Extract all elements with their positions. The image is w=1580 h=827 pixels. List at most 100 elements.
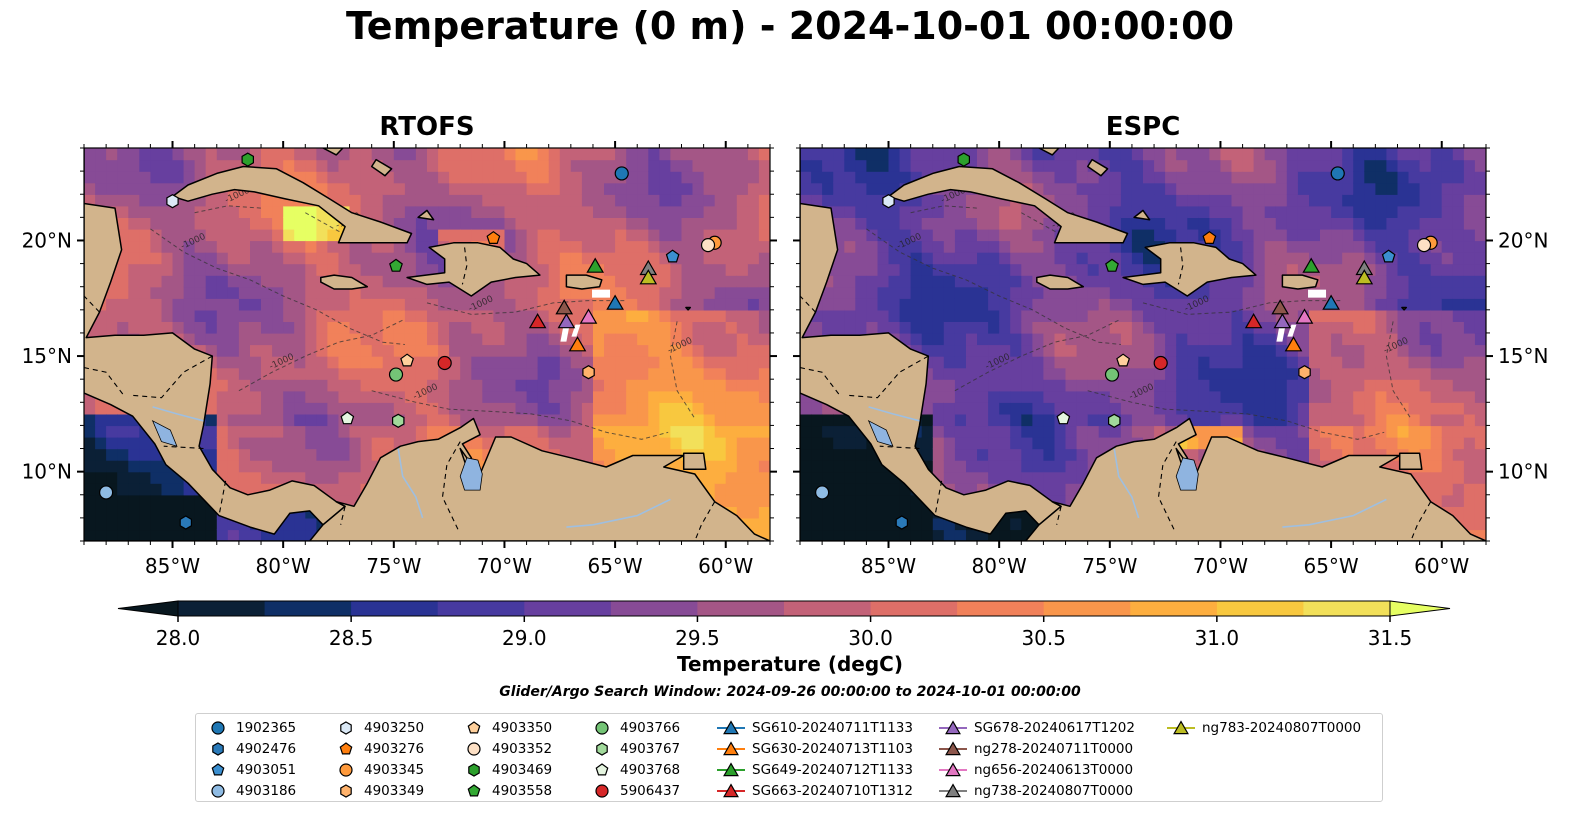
legend-label: ng278-20240711T0000	[974, 740, 1134, 757]
marker-4903767	[392, 413, 405, 428]
marker-4903349	[1298, 365, 1311, 380]
legend-marker-SG610-20240711T1133	[723, 719, 739, 734]
isobath-line	[1142, 300, 1343, 315]
marker-4903349	[582, 365, 595, 380]
x-tick-label: 65°W	[587, 554, 642, 578]
country-border	[1157, 441, 1177, 530]
marker-4902476	[895, 515, 909, 530]
marker-4903186	[99, 485, 114, 500]
land-bahamas3	[1133, 209, 1151, 221]
search-window-text: Glider/Argo Search Window: 2024-09-26 00…	[499, 684, 1081, 700]
marker-4903766	[388, 367, 404, 382]
marker-4903276	[486, 230, 501, 244]
colorbar-tick-label: 29.5	[675, 626, 720, 650]
legend-label: 4903469	[492, 761, 553, 778]
legend-label: SG678-20240617T1202	[974, 719, 1135, 736]
marker-4903766	[1104, 367, 1120, 382]
marker-4903558	[1105, 258, 1119, 272]
isobath-line	[910, 205, 978, 214]
land-southAmerica	[84, 417, 770, 541]
panel-title-espc: ESPC	[1105, 112, 1181, 142]
land-southAmerica	[800, 417, 1486, 541]
legend-marker-4903558	[467, 783, 481, 796]
isobath-line	[1087, 390, 1385, 440]
y-tick-label: 15°N	[1498, 344, 1548, 368]
country-border	[1056, 506, 1062, 525]
legend-marker-4902476	[212, 741, 224, 756]
glider-track	[1308, 289, 1327, 298]
isobath-line	[305, 212, 372, 244]
marker-4903350	[1116, 353, 1131, 367]
land-bahamas2	[1086, 158, 1109, 177]
marker-5906437	[1153, 355, 1168, 371]
land-lesser	[1401, 306, 1408, 311]
legend-marker-4903186	[211, 783, 225, 798]
land-cuba	[887, 165, 1129, 244]
legend-marker-4903276	[339, 741, 353, 754]
colorbar-segment	[524, 601, 612, 616]
legend-marker	[595, 720, 609, 735]
axis-ticks-rtofs: 85°W 80°W 75°W 70°W 65°W 60°W 20°N 15°N 10°N	[22, 141, 777, 578]
river	[566, 498, 671, 528]
platform-markers-rtofs	[99, 152, 722, 530]
legend-item: 1902365	[206, 717, 296, 738]
legend-label: SG610-20240711T1133	[752, 719, 913, 736]
x-tick-label: 75°W	[366, 554, 421, 578]
legend-item: SG678-20240617T1202	[938, 717, 1135, 738]
legend-label: 4903250	[364, 719, 425, 736]
lake-nicaragua	[151, 419, 178, 447]
legend-marker-4903349	[340, 783, 352, 798]
legend-marker	[339, 762, 353, 777]
legend-item: 4903469	[462, 759, 552, 780]
marker-4903768	[340, 411, 355, 425]
legend-marker-4903766	[595, 720, 609, 735]
legend-marker	[717, 719, 745, 734]
marker-4902476	[179, 515, 192, 530]
legend-marker	[717, 782, 745, 797]
colorbar-segment	[610, 601, 698, 616]
legend-label: 1902365	[236, 719, 297, 736]
land-bahamas2	[370, 158, 393, 177]
colorbar-tick-label: 31.5	[1368, 626, 1413, 650]
land-bahamas1	[322, 148, 344, 156]
legend-marker	[211, 762, 225, 775]
legend-marker	[717, 740, 745, 755]
y-tick-label: 10°N	[22, 460, 72, 484]
legend-marker	[340, 720, 352, 735]
y-tick-label: 10°N	[1498, 460, 1548, 484]
colorbar-frame	[177, 600, 1391, 617]
country-border	[848, 355, 929, 399]
country-border	[441, 441, 461, 530]
colorbar-tick-label: 29.0	[502, 626, 547, 650]
x-tick-label: 80°W	[972, 554, 1027, 578]
legend-marker-ng783-20240807T0000	[1173, 719, 1189, 734]
country-border	[218, 480, 227, 516]
colorbar-tick-label: 30.5	[1021, 626, 1066, 650]
country-border	[694, 501, 716, 541]
land-central	[800, 148, 1062, 535]
isobath-line	[238, 318, 406, 392]
river	[868, 406, 920, 422]
land-puertoRico	[1281, 274, 1319, 290]
land-rtofs	[84, 148, 770, 541]
legend-label: SG663-20240710T1312	[752, 782, 913, 799]
marker-SG678-20240617T1202	[1273, 313, 1292, 329]
glider-track	[560, 325, 570, 342]
colorbar-segment	[178, 601, 266, 616]
legend-marker	[939, 740, 967, 755]
marker-ng656-20240613T0000	[1295, 308, 1314, 324]
legend-marker	[939, 782, 967, 797]
marker-4903558	[389, 258, 403, 272]
legend-marker	[339, 741, 353, 754]
lake-nicaragua	[867, 419, 894, 447]
land-jamaica	[1036, 274, 1085, 290]
legend-label: 4903350	[492, 719, 553, 736]
legend-marker	[467, 741, 481, 756]
legend-marker-ng656-20240613T0000	[945, 761, 961, 776]
land-bahamas1	[1038, 148, 1060, 156]
country-border	[1410, 501, 1432, 541]
legend-label: 5906437	[620, 782, 681, 799]
legend-marker-SG649-20240712T1133	[723, 761, 739, 776]
legend-marker	[939, 761, 967, 776]
legend-label: 4903051	[236, 761, 297, 778]
